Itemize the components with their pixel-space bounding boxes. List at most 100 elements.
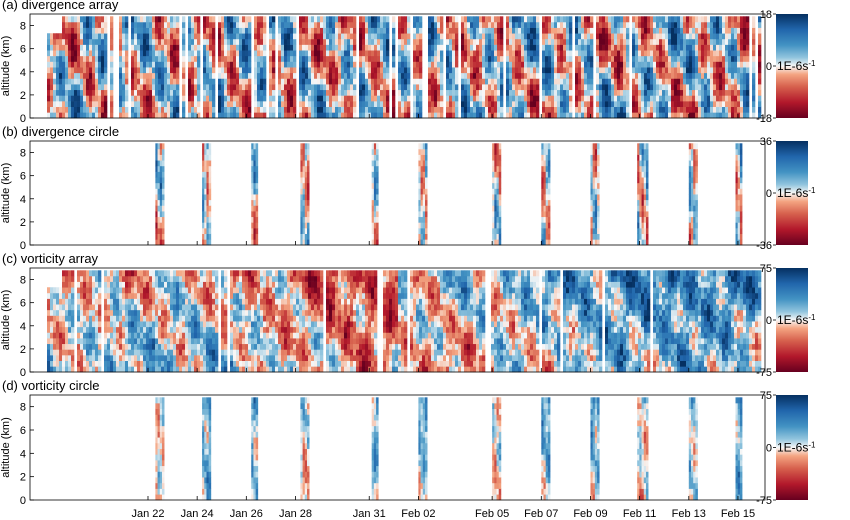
heatmap-cell-158-14 [590,33,594,40]
heatmap-cell-w8-2 [594,228,598,235]
heatmap-cell-w5-4 [424,216,428,223]
heatmap-cell-101-17 [392,16,396,23]
heatmap-cell-142-9 [536,61,540,68]
heatmap-cell-135-6 [515,78,519,85]
heatmap-cell-196-14 [710,33,714,40]
heatmap-cell-198-0 [716,112,720,119]
heatmap-cell-186-11 [680,50,684,57]
heatmap-cell-10-16 [80,275,84,282]
heatmap-cell-160-10 [599,55,603,62]
heatmap-cell-59-4 [248,89,252,96]
heatmap-cell-59-2 [248,101,252,108]
heatmap-cell-w4-0 [371,239,375,246]
heatmap-cell-204-2 [734,101,738,108]
heatmap-cell-163-14 [608,33,612,40]
heatmap-cell-6-10 [65,55,69,62]
heatmap-cell-13-0 [89,366,93,373]
heatmap-cell-32-7 [155,72,159,79]
heatmap-cell-w3-17 [307,143,310,150]
heatmap-cell-174-4 [644,89,648,96]
heatmap-cell-182-6 [668,78,672,85]
heatmap-cell-w7-15 [545,154,549,161]
heatmap-cell-106-15 [413,27,417,34]
heatmap-cell-203-17 [731,16,735,23]
heatmap-cell-85-16 [338,21,342,28]
heatmap-cell-w10-2 [693,228,696,235]
heatmap-cell-9-0 [74,112,78,119]
heatmap-cell-102-17 [398,16,402,23]
heatmap-cell-195-15 [707,27,711,34]
heatmap-cell-137-1 [521,106,525,113]
heatmap-cell-166-16 [617,21,621,28]
heatmap-cell-133-6 [509,78,513,85]
heatmap-cell-83-11 [332,50,336,57]
heatmap-cell-114-15 [446,27,450,34]
heatmap-cell-71-16 [293,21,297,28]
heatmap-cell-168-7 [623,72,627,79]
heatmap-cell-34-10 [161,55,165,62]
heatmap-cell-70-16 [290,21,294,28]
heatmap-cell-139-5 [527,84,531,91]
heatmap-cell-12-12 [83,44,87,51]
heatmap-cell-150-4 [563,89,567,96]
heatmap-cell-165-17 [614,16,618,23]
heatmap-cell-w4-8 [371,194,375,201]
heatmap-cell-187-12 [683,44,687,51]
heatmap-cell-33-9 [158,61,162,68]
heatmap-cell-27-10 [140,55,144,62]
heatmap-cell-145-11 [548,50,552,57]
heatmap-cell-161-12 [602,44,606,51]
heatmap-cell-112-3 [437,95,441,102]
heatmap-cell-166-14 [617,33,621,40]
heatmap-cell-196-0 [710,112,714,119]
heatmap-cell-62-10 [260,55,264,62]
heatmap-cell-83-6 [332,78,336,85]
heatmap-cell-197-16 [713,21,717,28]
heatmap-cell-107-1 [416,106,420,113]
heatmap-cell-28-4 [143,89,147,96]
heatmap-cell-173-3 [641,95,645,102]
heatmap-cell-4-3 [59,349,63,356]
heatmap-cell-203-10 [731,55,735,62]
heatmap-cell-198-1 [716,106,720,113]
heatmap-cell-85-12 [338,44,342,51]
heatmap-cell-182-7 [668,72,672,79]
heatmap-cell-205-3 [737,95,741,102]
heatmap-cell-w5-17 [418,143,421,150]
heatmap-cell-186-9 [680,61,684,68]
heatmap-cell-161-3 [602,95,606,102]
heatmap-cell-7-6 [68,78,72,85]
heatmap-cell-161-16 [602,21,606,28]
heatmap-cell-132-1 [506,106,510,113]
heatmap-cell-169-8 [626,67,630,74]
heatmap-cell-3-4 [56,343,60,350]
heatmap-cell-186-6 [680,78,684,85]
heatmap-cell-w6-8 [492,194,495,201]
heatmap-cell-168-15 [623,27,627,34]
heatmap-cell-62-5 [260,84,264,91]
heatmap-cell-18-3 [107,349,111,356]
heatmap-cell-161-15 [602,27,606,34]
heatmap-cell-170-2 [632,101,636,108]
heatmap-cell-119-1 [464,106,468,113]
heatmap-cell-25-2 [134,101,138,108]
heatmap-cell-82-16 [329,21,333,28]
heatmap-cell-61-17 [257,16,261,23]
heatmap-cell-148-8 [557,67,561,74]
heatmap-cell-16-2 [98,355,102,362]
heatmap-cell-60-14 [254,33,258,40]
heatmap-cell-196-15 [710,27,714,34]
heatmap-cell-w11-10 [735,182,739,189]
heatmap-cell-w11-2 [739,228,743,235]
heatmap-cell-19-5 [104,84,108,91]
heatmap-cell-113-8 [440,67,444,74]
heatmap-cell-159-1 [596,106,600,113]
heatmap-cell-w8-1 [592,233,596,240]
heatmap-cell-159-0 [596,112,600,119]
heatmap-cell-6-7 [65,72,69,79]
heatmap-cell-w8-7 [594,199,598,206]
heatmap-cell-203-9 [731,61,735,68]
heatmap-cell-194-3 [704,95,708,102]
heatmap-cell-127-8 [488,67,492,74]
heatmap-cell-9-13 [77,292,81,299]
